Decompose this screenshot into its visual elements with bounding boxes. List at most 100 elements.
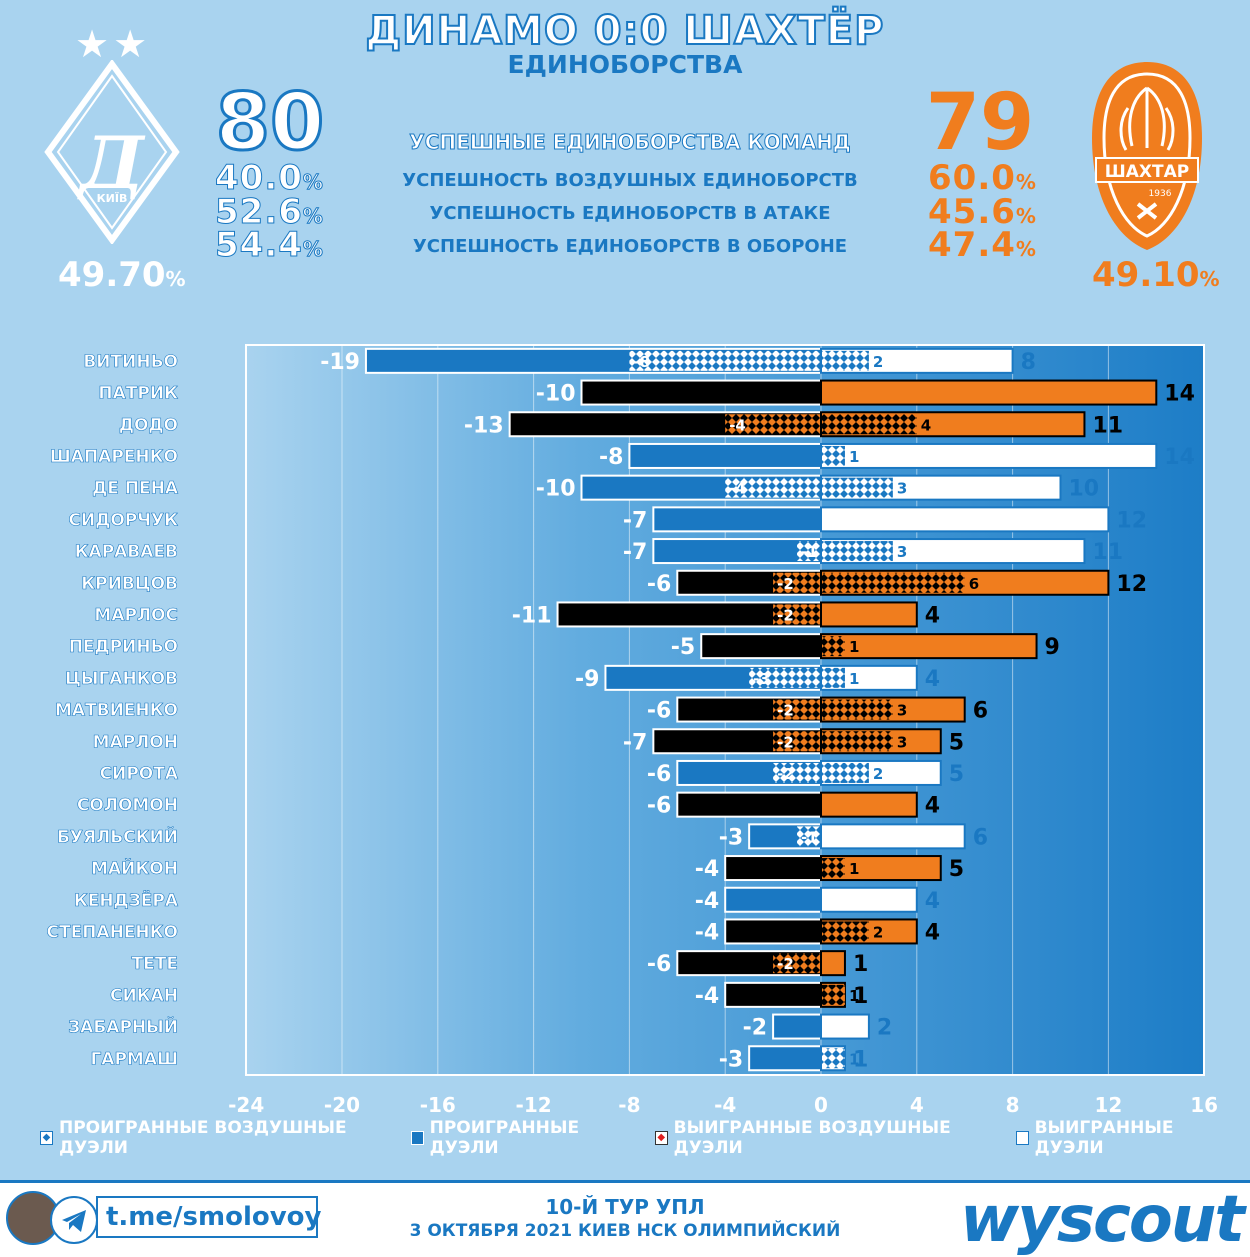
- x-tick-label: 12: [1094, 1093, 1122, 1117]
- away-score: 79: [925, 78, 1035, 168]
- x-tick-label: -12: [516, 1093, 552, 1117]
- player-name: ГАРМАШ: [90, 1049, 178, 1069]
- legend-swatch-lost-aerial: ◆: [40, 1131, 53, 1145]
- legend-label-won-aerial: ВЫИГРАННЫЕ ВОЗДУШНЫЕ ДУЭЛИ: [673, 1118, 951, 1158]
- won-value-label: 4: [925, 603, 940, 628]
- home-pct-defence: 54.4%: [215, 225, 324, 266]
- lost-value-label: -4: [695, 984, 719, 1009]
- telegram-link[interactable]: t.me/smolovoy: [96, 1196, 322, 1238]
- bar-won: [820, 823, 966, 850]
- bar-lost: [724, 981, 823, 1008]
- player-name: МАТВИЕНКО: [55, 701, 178, 721]
- bar-lost-aerial: [773, 699, 821, 720]
- bar-lost-aerial: [773, 572, 821, 593]
- lost-value-label: -3: [719, 1047, 743, 1072]
- x-tick-label: 4: [910, 1093, 924, 1117]
- player-name: ДЕ ПЕНА: [92, 479, 179, 499]
- x-tick-label: 0: [814, 1093, 828, 1117]
- player-name: СИРОТА: [100, 764, 179, 784]
- won-value-label: 4: [925, 920, 940, 945]
- player-name: МАРЛОС: [94, 605, 178, 625]
- won-value-label: 1: [853, 1047, 868, 1072]
- shakhtar-logo: ШАХТАР 1936: [1092, 62, 1202, 250]
- x-tick-label: 8: [1006, 1093, 1020, 1117]
- won-value-label: 5: [949, 762, 964, 787]
- bar-won: [820, 791, 918, 818]
- bar-lost-aerial: [797, 541, 821, 562]
- dynamo-logo: Д КИЇВ: [44, 60, 180, 244]
- player-name: ЦЫГАНКОВ: [65, 669, 178, 689]
- lost-aerial-label: -2: [777, 733, 794, 751]
- player-name: ДОДО: [119, 415, 178, 435]
- won-aerial-label: 4: [921, 416, 931, 434]
- bar-lost-aerial: [629, 350, 821, 371]
- away-pct-defence: 47.4%: [928, 225, 1037, 265]
- legend-item-lost: ПРОИГРАННЫЕ ДУЭЛИ: [410, 1118, 635, 1158]
- won-aerial-label: 1: [849, 987, 859, 1005]
- bar-lost-aerial: [797, 826, 821, 847]
- player-name: МАРЛОН: [93, 732, 178, 752]
- lost-value-label: -11: [512, 603, 552, 628]
- bar-won: [820, 950, 846, 977]
- lost-aerial-label: -2: [777, 955, 794, 973]
- page-subtitle: ЕДИНОБОРСТВА: [507, 50, 743, 79]
- player-name: ВИТИНЬО: [83, 352, 178, 372]
- lost-value-label: -7: [623, 508, 647, 533]
- metric-label-attack: УСПЕШНОСТЬ ЕДИНОБОРСТВ В АТАКЕ: [429, 203, 831, 224]
- legend-label-won: ВЫИГРАННЫЕ ДУЭЛИ: [1034, 1118, 1174, 1158]
- home-score: 80: [214, 77, 326, 170]
- lost-aerial-label: -3: [753, 670, 770, 688]
- metric-label-defence: УСПЕШНОСТЬ ЕДИНОБОРСТВ В ОБОРОНЕ: [412, 236, 848, 257]
- player-name: ПЕДРИНЬО: [69, 637, 178, 657]
- player-name: БУЯЛЬСКИЙ: [57, 825, 178, 847]
- player-name: ТЕТЕ: [132, 954, 178, 974]
- won-value-label: 4: [925, 667, 940, 692]
- won-aerial-label: 2: [873, 353, 883, 371]
- lost-value-label: -4: [695, 857, 719, 882]
- bar-won-aerial: [822, 477, 893, 498]
- legend-swatch-won-aerial: ◆: [654, 1131, 668, 1145]
- bar-won: [820, 1013, 870, 1040]
- home-total-pct: 49.70%: [58, 255, 186, 295]
- lost-aerial-label: -4: [729, 416, 746, 434]
- bar-won-aerial: [822, 350, 869, 371]
- bar-won-aerial: [822, 699, 893, 720]
- lost-aerial-label: -8: [633, 353, 650, 371]
- lost-value-label: -6: [647, 699, 671, 724]
- won-aerial-label: 3: [897, 702, 907, 720]
- bar-won: [820, 886, 918, 913]
- x-tick-label: -20: [324, 1093, 360, 1117]
- bar-lost-aerial: [749, 667, 821, 688]
- lost-value-label: -7: [623, 730, 647, 755]
- metric-label-aerial: УСПЕШНОСТЬ ВОЗДУШНЫХ ЕДИНОБОРСТВ: [402, 170, 858, 191]
- bar-lost-aerial: [773, 731, 821, 752]
- player-name: СОЛОМОН: [77, 796, 178, 816]
- bar-lost: [724, 855, 823, 882]
- bar-won-aerial: [822, 445, 845, 466]
- lost-value-label: -10: [536, 477, 576, 502]
- dynamo-logo-text: КИЇВ: [97, 191, 128, 205]
- lost-value-label: -6: [647, 794, 671, 819]
- away-pct-aerial: 60.0%: [928, 158, 1037, 198]
- bar-won-aerial: [822, 414, 917, 435]
- bar-lost: [724, 918, 823, 945]
- x-tick-label: -16: [420, 1093, 456, 1117]
- bar-won-aerial: [822, 541, 893, 562]
- bar-lost: [700, 633, 822, 660]
- bar-lost: [724, 886, 823, 913]
- player-name: СИКАН: [110, 986, 178, 1006]
- won-value-label: 4: [925, 794, 940, 819]
- lost-aerial-label: -2: [777, 765, 794, 783]
- bar-won-aerial: [822, 731, 893, 752]
- bar-lost: [580, 379, 822, 406]
- shakhtar-logo-text: ШАХТАР: [1105, 162, 1189, 182]
- bar-won: [820, 506, 1110, 533]
- player-name: КРИВЦОВ: [81, 574, 178, 594]
- lost-value-label: -5: [671, 635, 695, 660]
- legend-item-won: ВЫИГРАННЫЕ ДУЭЛИ: [1015, 1118, 1230, 1158]
- match-round: 10-Й ТУР УПЛ: [545, 1195, 705, 1219]
- bar-won-aerial: [822, 1048, 845, 1069]
- legend-swatch-lost: [410, 1131, 424, 1145]
- bar-won-aerial: [822, 921, 869, 942]
